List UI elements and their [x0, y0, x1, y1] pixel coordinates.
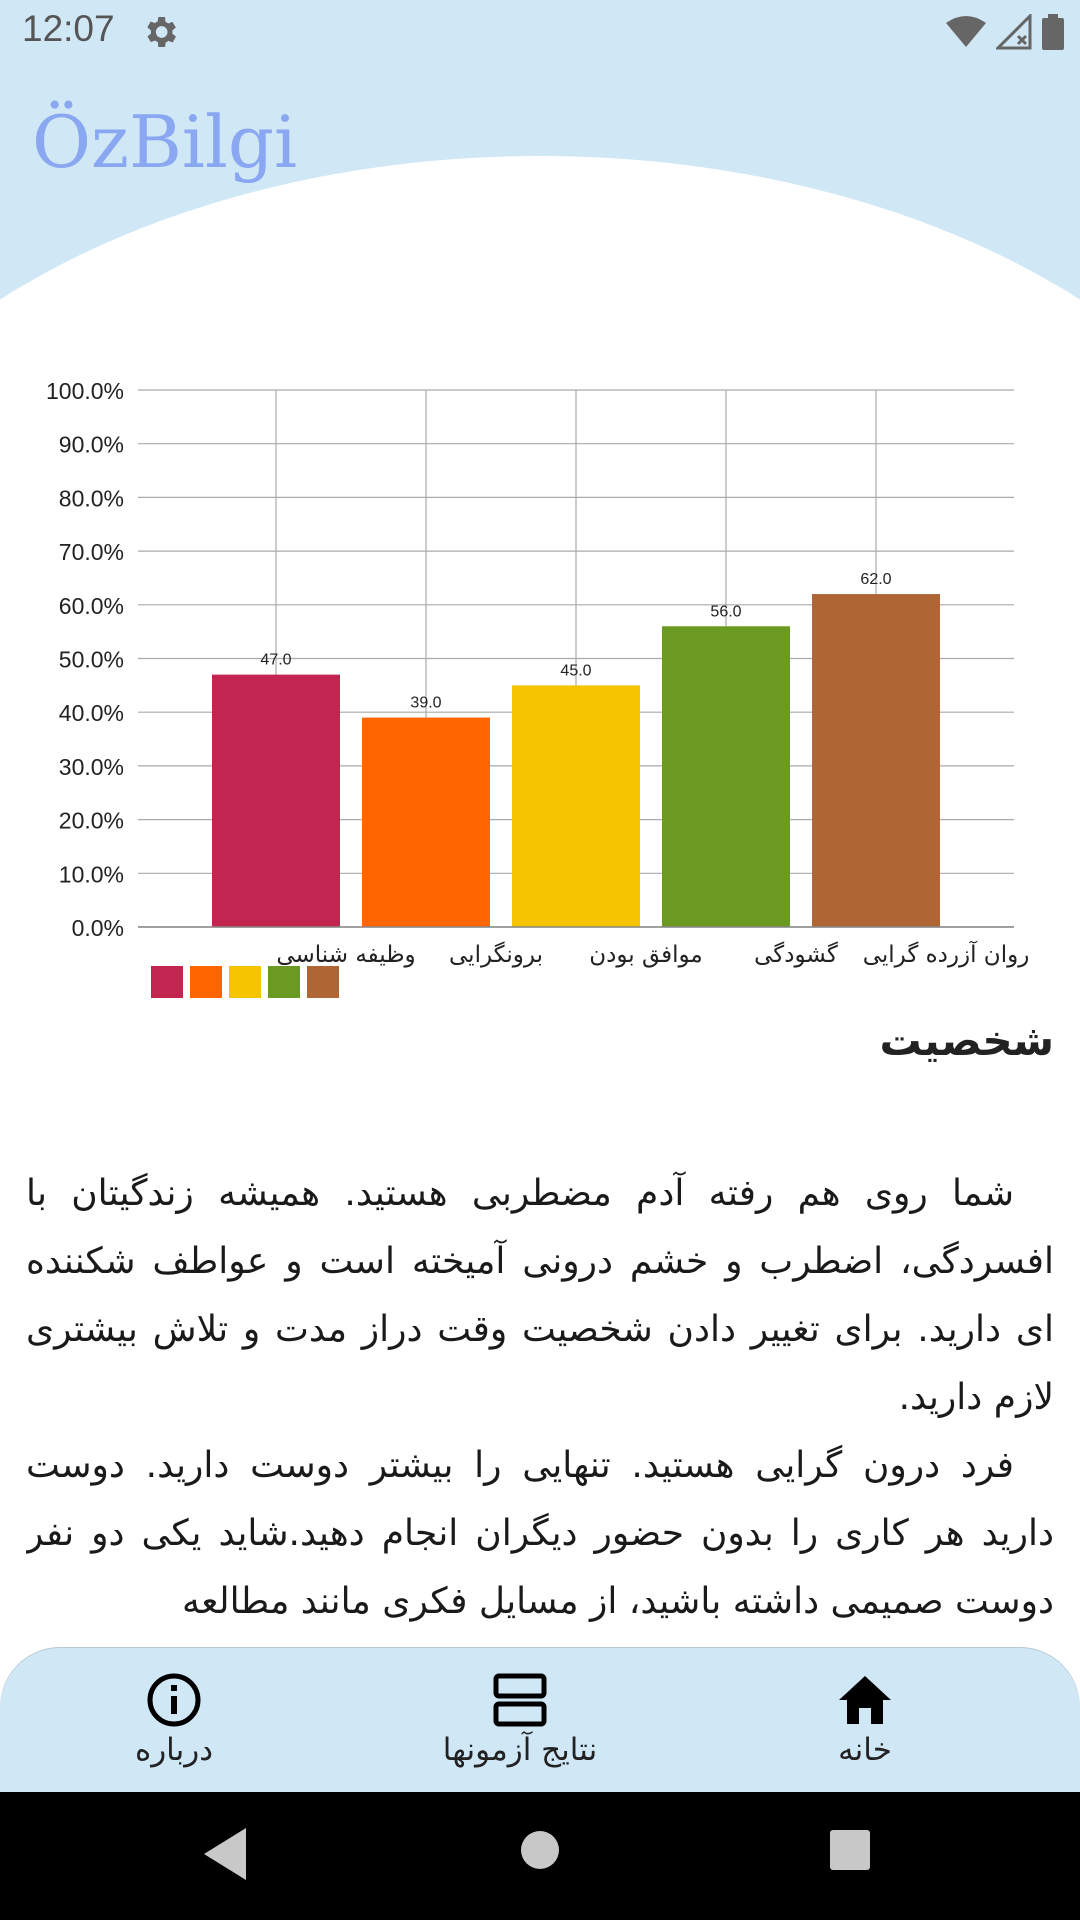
- section-title: شخصیت: [879, 1016, 1054, 1065]
- y-tick-label: 10.0%: [59, 861, 124, 887]
- legend-swatch: [151, 966, 183, 998]
- status-time: 12:07: [22, 8, 115, 49]
- nav-test-results[interactable]: نتایج آزمونها: [425, 1672, 615, 1768]
- data-label: 56.0: [710, 603, 741, 620]
- x-tick-label: وظیفه شناسی: [276, 942, 415, 968]
- x-tick-label: برونگرایی: [449, 941, 543, 968]
- nav-home[interactable]: خانه: [830, 1672, 900, 1768]
- legend-swatch: [190, 966, 222, 998]
- nav-about-label: درباره: [134, 1732, 214, 1768]
- wifi-icon: [946, 16, 986, 47]
- y-tick-label: 100.0%: [46, 378, 124, 404]
- y-tick-label: 80.0%: [59, 485, 124, 511]
- view-agenda-icon: [493, 1673, 547, 1727]
- y-tick-label: 40.0%: [59, 700, 124, 726]
- bar: [812, 594, 940, 927]
- bottom-navigation: درباره نتایج آزمونها خانه: [0, 1648, 1080, 1792]
- app-header: ÖzBilgi: [0, 64, 1080, 384]
- home-icon: [839, 1676, 891, 1724]
- back-icon[interactable]: [204, 1828, 246, 1880]
- y-tick-label: 90.0%: [59, 432, 124, 458]
- result-description: شما روی هم رفته آدم مضطربی هستید. همیشه …: [26, 1160, 1054, 1640]
- paragraph: فرد درون گرایی هستید. تنهایی را بیشتر دو…: [26, 1445, 1054, 1622]
- recents-icon[interactable]: [830, 1830, 870, 1870]
- data-label: 62.0: [860, 571, 891, 588]
- bar-chart: 0.0% 10.0% 20.0% 30.0% 40.0% 50.0% 60.0% 70.0% 8…: [46, 378, 1030, 998]
- x-tick-label: موافق بودن: [589, 942, 703, 968]
- legend-swatch: [268, 966, 300, 998]
- bar: [662, 626, 790, 927]
- battery-icon: [1042, 14, 1064, 50]
- system-navigation-bar: [0, 1792, 1080, 1920]
- bar: [212, 674, 340, 927]
- home-circle-icon[interactable]: [520, 1830, 560, 1870]
- data-label: 45.0: [560, 662, 591, 679]
- status-icons: [946, 12, 1064, 52]
- signal-icon: [996, 14, 1032, 50]
- info-icon: [147, 1673, 201, 1727]
- y-tick-label: 60.0%: [59, 593, 124, 619]
- y-tick-label: 50.0%: [59, 647, 124, 673]
- y-tick-label: 0.0%: [72, 915, 124, 941]
- x-tick-label: گشودگی: [754, 941, 838, 968]
- status-bar: 12:07: [0, 0, 1080, 64]
- y-tick-label: 20.0%: [59, 808, 124, 834]
- nav-test-results-label: نتایج آزمونها: [442, 1732, 598, 1768]
- app-title: ÖzBilgi: [32, 100, 298, 184]
- settings-icon: [147, 17, 176, 47]
- data-label: 47.0: [260, 652, 291, 669]
- legend-swatch: [229, 966, 261, 998]
- x-tick-label: روان آزرده گرایی: [863, 940, 1030, 968]
- paragraph: شما روی هم رفته آدم مضطربی هستید. همیشه …: [26, 1173, 1054, 1418]
- bar: [362, 717, 490, 927]
- bar: [512, 685, 640, 927]
- y-tick-label: 30.0%: [59, 754, 124, 780]
- y-tick-label: 70.0%: [59, 539, 124, 565]
- legend-swatch: [307, 966, 339, 998]
- header-curve: [0, 156, 1080, 384]
- nav-about[interactable]: درباره: [132, 1672, 216, 1768]
- data-label: 39.0: [410, 695, 441, 712]
- personality-chart: 0.0% 10.0% 20.0% 30.0% 40.0% 50.0% 60.0% 70.0% 8…: [0, 360, 1080, 1010]
- nav-home-label: خانه: [838, 1732, 892, 1768]
